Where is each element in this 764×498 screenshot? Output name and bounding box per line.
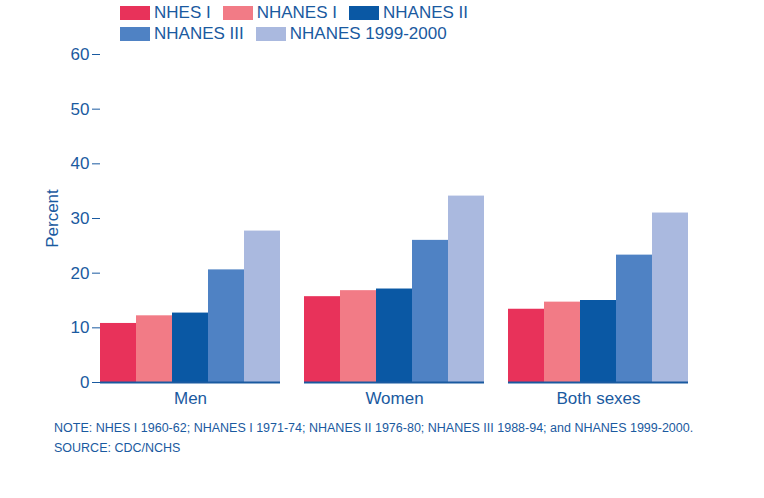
html-text:NHANES III: NHANES III (154, 24, 244, 43)
html-text:NOTE: NHES I 1960-62; NHANES I: NOTE: NHES I 1960-62; NHANES I 1971-74; … (54, 421, 694, 435)
svg-text:Men: Men (174, 389, 207, 408)
svg-text:10: 10 (71, 318, 90, 337)
html-text:NHANES II: NHANES II (383, 3, 468, 22)
svg-text:60: 60 (71, 45, 90, 64)
svg-text:Percent: Percent (43, 189, 62, 248)
svg-text:Women: Women (365, 389, 423, 408)
html-text:SOURCE: CDC/NCHS: SOURCE: CDC/NCHS (54, 441, 181, 455)
svg-text:20: 20 (71, 264, 90, 283)
svg-text:Both sexes: Both sexes (556, 389, 640, 408)
svg-text:30: 30 (71, 209, 90, 228)
html-text:NHANES I: NHANES I (256, 3, 337, 22)
svg-text:0: 0 (80, 373, 89, 392)
svg-text:40: 40 (71, 154, 90, 173)
html-text:NHANES 1999-2000: NHANES 1999-2000 (289, 24, 447, 43)
html-text:NHES I: NHES I (154, 3, 211, 22)
svg-text:50: 50 (71, 100, 90, 119)
